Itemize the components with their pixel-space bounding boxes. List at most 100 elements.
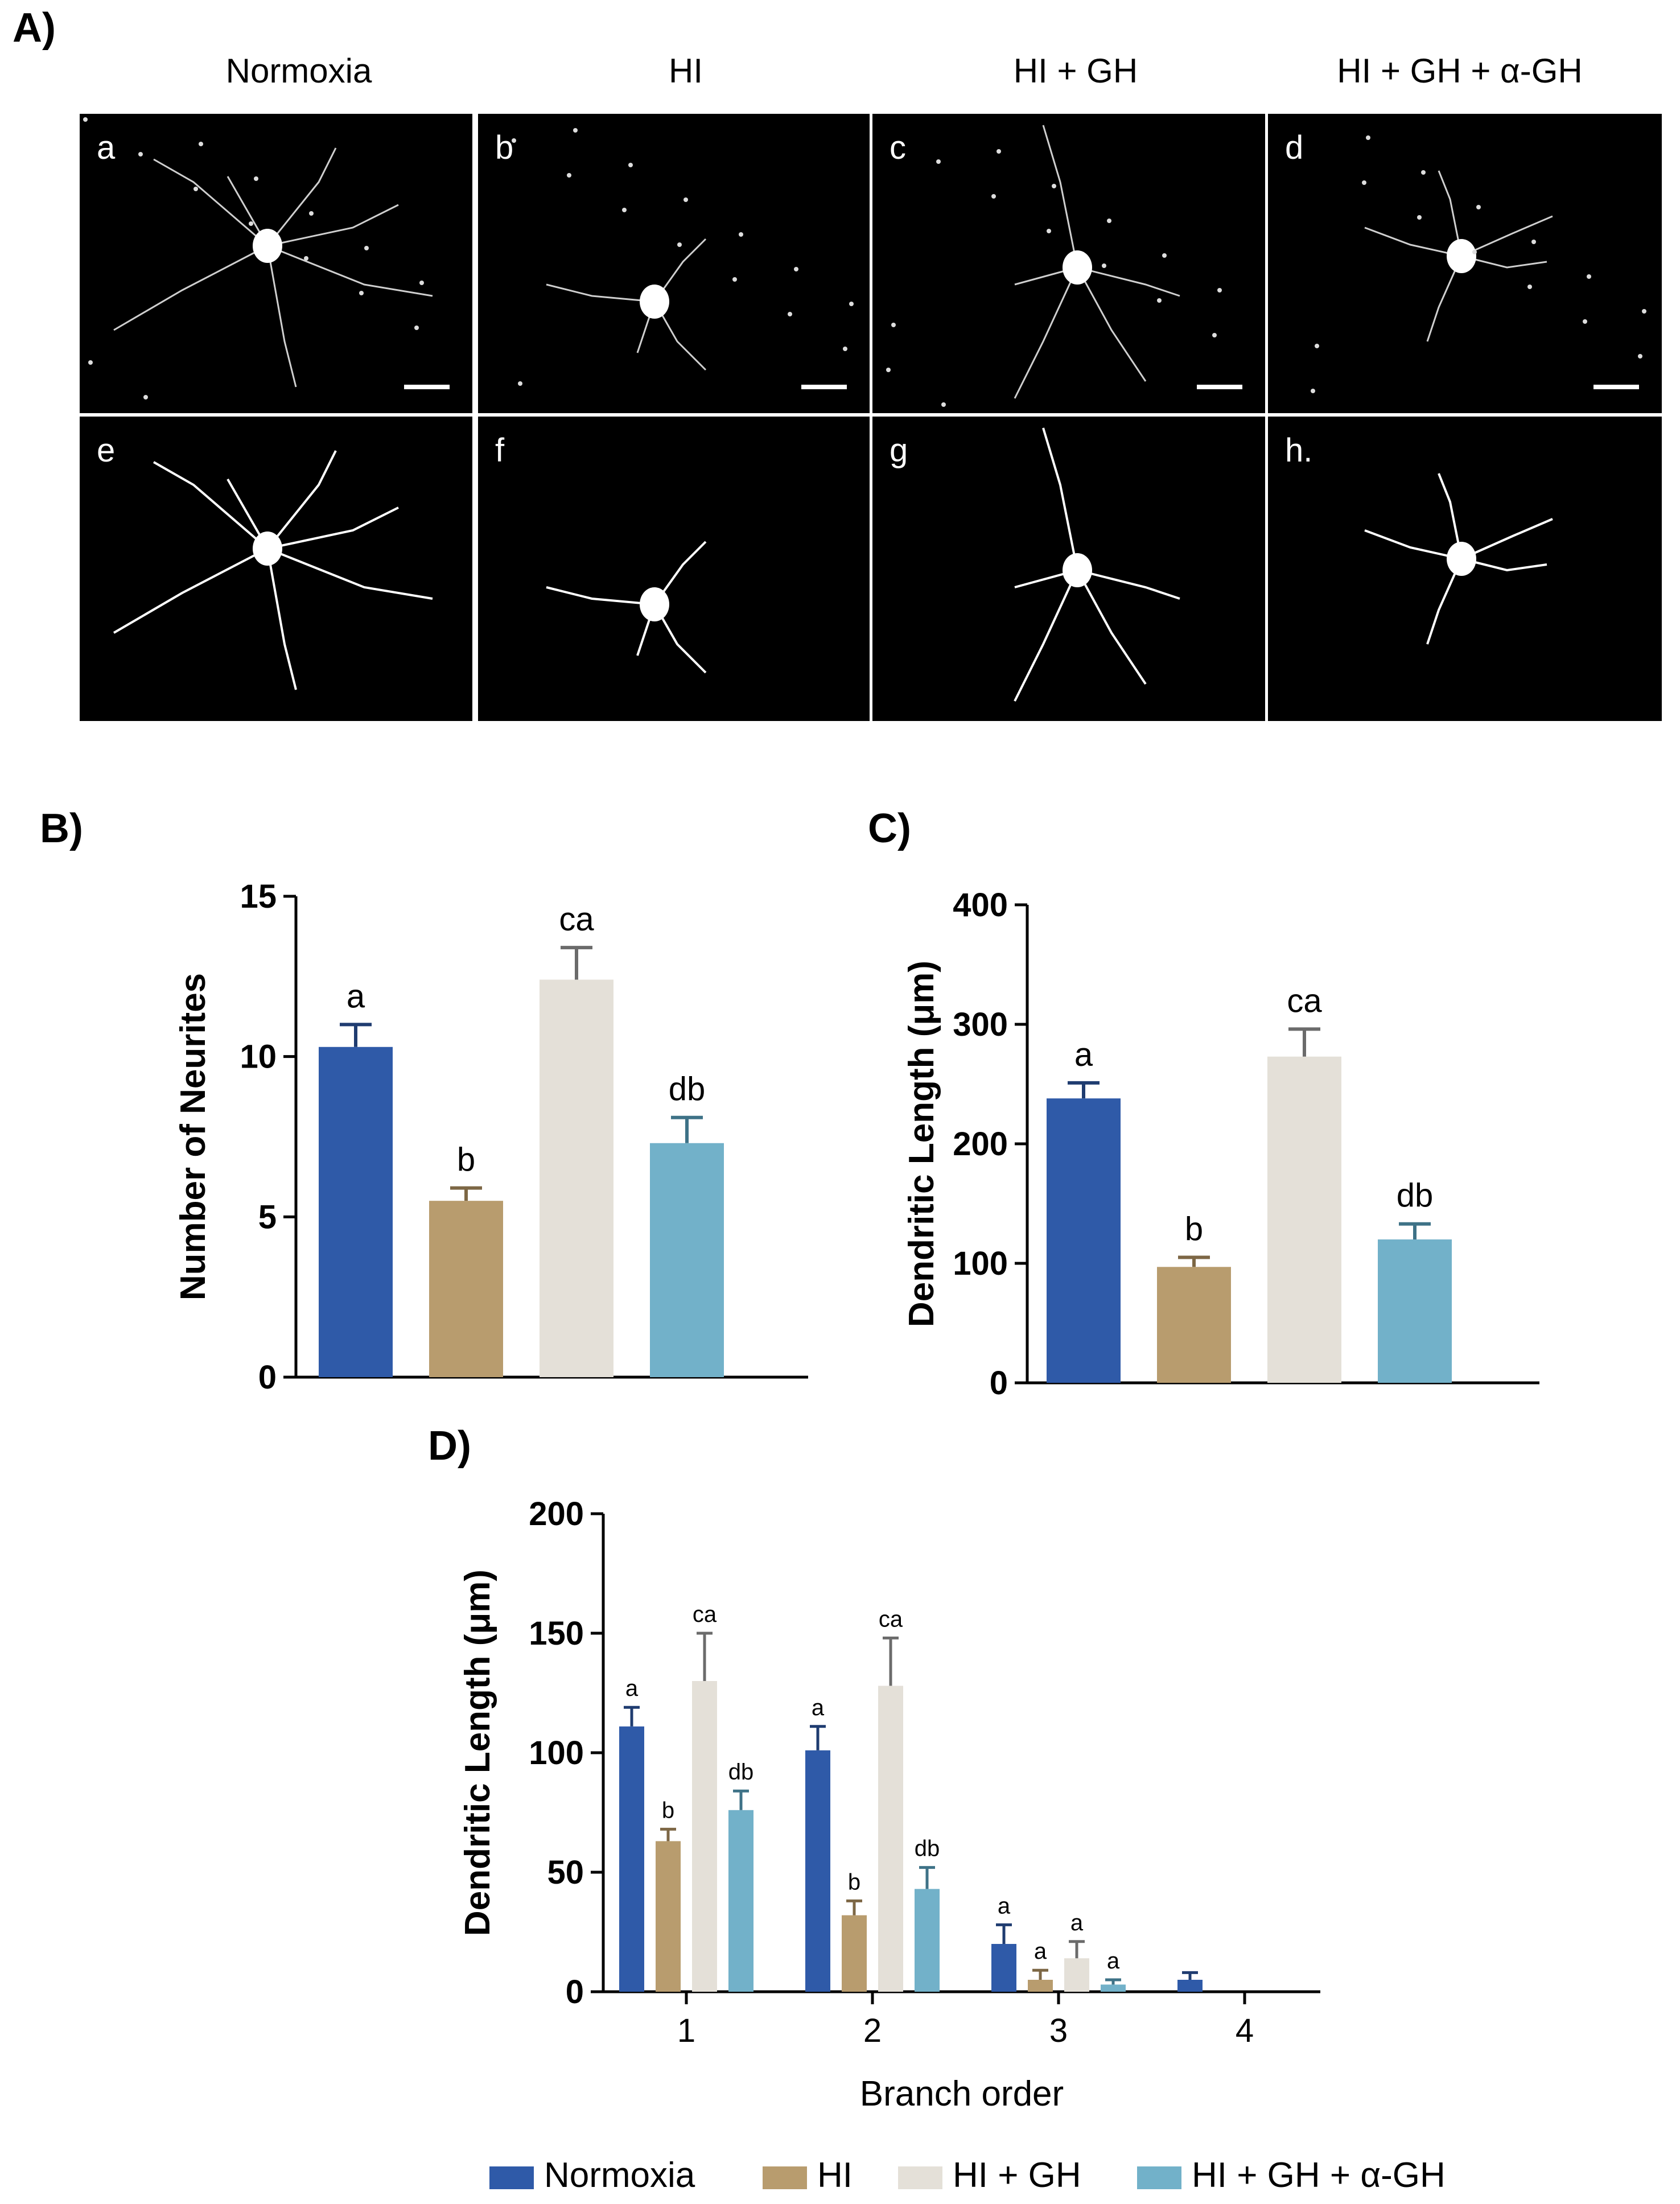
significance-label: a (1074, 1036, 1093, 1073)
bar (429, 1201, 503, 1377)
bar (991, 1944, 1016, 1992)
y-tick-label: 150 (529, 1615, 584, 1652)
x-tick-label: 4 (1236, 2012, 1254, 2049)
significance-label: db (669, 1071, 706, 1108)
panel-label-a: A) (13, 5, 56, 51)
tracing-h: h. (1268, 417, 1662, 721)
y-tick-label: 200 (529, 1497, 584, 1532)
bar (1157, 1267, 1231, 1383)
column-title-hi-gh: HI + GH (1013, 52, 1138, 90)
legend-label-normoxia: Normoxia (544, 2156, 695, 2195)
significance-label: a (625, 1676, 639, 1701)
bar (805, 1750, 830, 1992)
legend-label-hi: HI (817, 2156, 853, 2195)
y-tick-label: 100 (953, 1245, 1008, 1282)
column-title-hi-gh-agh: HI + GH + α-GH (1337, 52, 1583, 90)
neuron-drawing (1364, 473, 1553, 645)
y-tick-label: 50 (547, 1854, 584, 1891)
micrograph-label: a (97, 129, 116, 166)
micrograph-c: c (872, 114, 1265, 413)
significance-label: b (1185, 1211, 1203, 1248)
significance-label: a (1034, 1939, 1047, 1964)
bar (1378, 1239, 1452, 1383)
y-tick-label: 15 (240, 878, 277, 915)
bar (619, 1726, 644, 1992)
neuron-drawing (113, 450, 433, 690)
micrograph-label: c (890, 129, 906, 166)
micrograph-label: d (1285, 129, 1304, 166)
legend-swatch-hi-gh-agh (1137, 2166, 1181, 2189)
legend-label-hi-gh-agh: HI + GH + α-GH (1192, 2156, 1446, 2195)
bar (540, 979, 613, 1377)
y-tick-label: 400 (953, 887, 1008, 924)
chart-b: 0 5 10 15 Number of Neurites a b ca db (174, 878, 808, 1396)
significance-label: a (812, 1695, 825, 1720)
bar (1101, 1984, 1126, 1992)
significance-label: ca (559, 901, 594, 938)
neuron-drawing (546, 541, 707, 674)
micrograph-label: e (97, 432, 116, 469)
significance-label: a (1107, 1948, 1120, 1974)
bar (842, 1915, 867, 1992)
significance-label: a (347, 978, 365, 1015)
scale-bar (1197, 385, 1242, 389)
bar (1177, 1980, 1203, 1992)
y-tick-label: 0 (990, 1365, 1008, 1402)
y-tick-label: 100 (529, 1735, 584, 1772)
significance-label: db (728, 1760, 754, 1785)
significance-label: ca (879, 1606, 903, 1632)
neuron-drawing (83, 117, 450, 399)
bar (319, 1047, 393, 1377)
y-axis-label: Dendritic Length (μm) (458, 1569, 497, 1936)
y-tick-label: 0 (566, 1974, 584, 2011)
significance-label: b (457, 1142, 475, 1179)
panel-label-b: B) (40, 806, 83, 851)
scale-bar (801, 385, 847, 389)
legend-swatch-normoxia (489, 2166, 534, 2189)
bar (728, 1810, 753, 1992)
bar (1028, 1980, 1053, 1992)
neuron-drawing (1014, 427, 1180, 702)
tracing-f: f (478, 417, 870, 721)
x-tick-label: 3 (1049, 2012, 1068, 2049)
neuron-drawing (512, 128, 854, 389)
y-tick-label: 300 (953, 1006, 1008, 1043)
column-title-normoxia: Normoxia (225, 52, 372, 90)
bar (1267, 1056, 1341, 1383)
significance-label: db (1397, 1177, 1434, 1214)
micrograph-b: b (478, 114, 870, 413)
significance-label: ca (1287, 982, 1322, 1019)
bar (692, 1681, 717, 1992)
significance-label: db (915, 1836, 940, 1861)
panel-label-d: D) (428, 1423, 471, 1469)
neuron-drawing (886, 125, 1242, 407)
x-tick-label: 1 (677, 2012, 695, 2049)
significance-label: ca (693, 1602, 717, 1627)
y-tick-label: 200 (953, 1126, 1008, 1163)
y-axis-label: Number of Neurites (174, 973, 213, 1300)
bar (878, 1686, 903, 1992)
bar (656, 1841, 681, 1992)
column-title-hi: HI (669, 52, 703, 90)
y-tick-label: 0 (258, 1359, 277, 1396)
scale-bar (404, 385, 450, 389)
micrograph-label: h. (1285, 432, 1313, 469)
legend-label-hi-gh: HI + GH (953, 2156, 1081, 2195)
x-tick-label: 2 (863, 2012, 882, 2049)
micrograph-a: a (80, 114, 472, 413)
tracing-g: g (872, 417, 1265, 721)
chart-c: 0 100 200 300 400 Dendritic Length (μm) a b ca db (902, 887, 1539, 1402)
micrograph-label: f (495, 432, 505, 469)
significance-label: a (998, 1893, 1011, 1918)
y-tick-label: 10 (240, 1039, 277, 1076)
significance-label: a (1070, 1910, 1084, 1935)
y-tick-label: 5 (258, 1198, 277, 1235)
x-axis-label: Branch order (860, 2074, 1064, 2114)
legend-swatch-hi (763, 2166, 807, 2189)
micrograph-label: b (495, 129, 514, 166)
tracing-e: e (80, 417, 472, 721)
y-axis-label: Dendritic Length (μm) (902, 961, 941, 1327)
micrograph-label: g (890, 432, 908, 469)
legend: Normoxia HI HI + GH HI + GH + α-GH (489, 2143, 1542, 2199)
scale-bar (1593, 385, 1639, 389)
